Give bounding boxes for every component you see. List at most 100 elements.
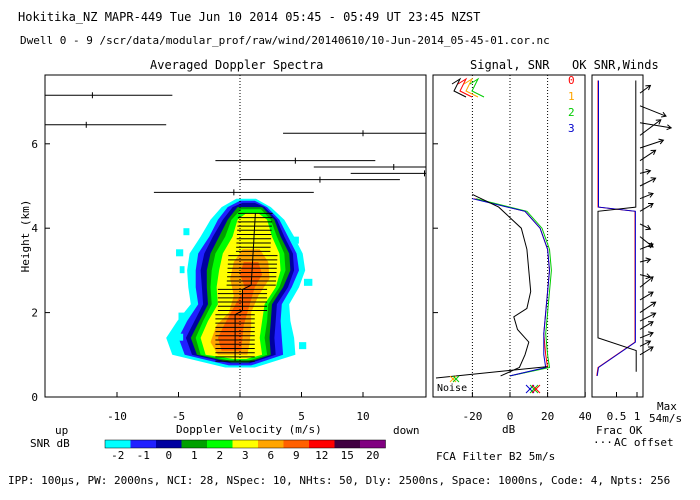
snr-gridlines bbox=[471, 75, 549, 397]
noise-x-marker bbox=[449, 375, 457, 383]
ac-offset-dots: ··· bbox=[593, 436, 613, 449]
frac-xtick-label: 0.5 bbox=[607, 410, 627, 423]
snr-frame bbox=[432, 74, 586, 398]
wind-vector-9 bbox=[639, 203, 654, 212]
snr-x-marker bbox=[531, 384, 541, 394]
wind-arrowhead-18 bbox=[650, 312, 657, 318]
wind-arrowhead-20 bbox=[648, 331, 654, 338]
wind-vectors bbox=[639, 84, 673, 356]
wind-arrowhead-5 bbox=[650, 149, 657, 156]
snr-speckle-4 bbox=[299, 342, 307, 350]
max-label: Max bbox=[657, 400, 677, 413]
snr-top-marker bbox=[457, 77, 473, 98]
spectral-width-bars bbox=[45, 92, 426, 196]
snr-legend-label-0: 0 bbox=[568, 74, 575, 87]
snr-xlabel: dB bbox=[502, 423, 516, 436]
colorbar-swatch-10 bbox=[360, 440, 386, 448]
snr-series-noise bbox=[472, 193, 532, 377]
wind-vector-3 bbox=[639, 119, 662, 136]
wind-arrowhead-2 bbox=[666, 124, 673, 131]
fca-filter-label: FCA Filter B2 5m/s bbox=[436, 450, 555, 463]
colorbar-tick-5: 3 bbox=[242, 449, 249, 462]
wind-vector-15 bbox=[639, 276, 654, 288]
colorbar-tick-2: 0 bbox=[165, 449, 172, 462]
wind-vector-8 bbox=[639, 192, 654, 200]
mean-velocity-trace bbox=[215, 212, 278, 362]
colorbar-swatch-1 bbox=[130, 440, 156, 448]
ytick-label: 0 bbox=[31, 391, 38, 404]
wind-arrowhead-21 bbox=[645, 340, 652, 346]
snr-speckle-5 bbox=[179, 266, 185, 274]
spectra-title: Averaged Doppler Spectra bbox=[150, 58, 323, 72]
wind-arrowhead-4 bbox=[658, 138, 665, 145]
spectra-axes: 0 2 4 6 -10 -5 0 5 10 bbox=[31, 138, 369, 423]
wind-arrowhead-13 bbox=[645, 257, 652, 264]
colorbar-swatch-0 bbox=[105, 440, 131, 448]
wind-vector-12 bbox=[639, 243, 654, 250]
snr-speckle-3 bbox=[303, 278, 313, 286]
snr-xtick-label: 40 bbox=[579, 410, 592, 423]
wind-vector-11 bbox=[639, 236, 654, 248]
wind-vector-10 bbox=[639, 223, 651, 230]
footer-params: IPP: 100µs, PW: 2000ns, NCI: 28, NSpec: … bbox=[8, 474, 670, 487]
wind-vector-7 bbox=[639, 177, 656, 187]
colorbar-tick-9: 15 bbox=[341, 449, 354, 462]
snr-axes: -20 0 20 40 bbox=[433, 143, 592, 423]
red-profile bbox=[596, 80, 636, 376]
wind-arrowhead-6 bbox=[645, 168, 652, 175]
snr-legend-label-1: 1 bbox=[568, 90, 575, 103]
colorbar-tick-0: -2 bbox=[111, 449, 124, 462]
xtick-label: -10 bbox=[107, 410, 127, 423]
wind-vector-14 bbox=[639, 274, 651, 278]
snr-colorbar-ticks: -2 -1 0 1 2 3 6 9 12 15 20 bbox=[111, 449, 379, 462]
snr-profiles bbox=[435, 193, 552, 379]
snr-xtick-label: 20 bbox=[541, 410, 554, 423]
wind-arrowhead-15 bbox=[647, 276, 654, 282]
ytick-label: 4 bbox=[31, 222, 38, 235]
snr-x-marker bbox=[529, 384, 539, 394]
wind-vector-6 bbox=[639, 170, 651, 174]
wind-arrowhead-16 bbox=[648, 291, 654, 297]
snr-top-marker bbox=[463, 77, 479, 98]
snr-series-2 bbox=[476, 198, 552, 377]
spectra-xlabel: Doppler Velocity (m/s) bbox=[176, 423, 322, 436]
colorbar-tick-6: 6 bbox=[267, 449, 274, 462]
wind-vector-22 bbox=[639, 346, 654, 356]
snr-speckle-6 bbox=[178, 312, 185, 320]
colorbar-swatch-3 bbox=[181, 440, 207, 448]
snr-legend: 0 1 2 3 bbox=[568, 74, 575, 135]
wind-arrowhead-3 bbox=[655, 119, 662, 125]
header-line2: Dwell 0 - 9 /scr/data/modular_prof/raw/w… bbox=[20, 34, 550, 47]
wind-vector-5 bbox=[639, 149, 656, 162]
colorbar-swatch-2 bbox=[156, 440, 182, 448]
wind-vector-21 bbox=[639, 340, 651, 347]
snr-speckle-0 bbox=[172, 333, 184, 341]
snr-series-0 bbox=[474, 198, 551, 377]
colorbar-swatch-4 bbox=[207, 440, 233, 448]
wind-arrowhead-12 bbox=[648, 242, 654, 249]
noise-baseline bbox=[435, 366, 548, 379]
colorbar-swatch-9 bbox=[334, 440, 360, 448]
snr-xtick-label: -20 bbox=[462, 410, 482, 423]
colorbar-swatch-7 bbox=[283, 440, 309, 448]
snr-series-3 bbox=[472, 198, 551, 377]
wind-vector-13 bbox=[639, 258, 651, 263]
xtick-label: 10 bbox=[356, 410, 369, 423]
frac-ok-label: Frac OK bbox=[596, 424, 643, 437]
winds-frame bbox=[591, 74, 644, 398]
frac-ok-line bbox=[597, 80, 637, 372]
wind-arrowhead-10 bbox=[645, 224, 652, 231]
wind-arrowhead-17 bbox=[650, 301, 657, 307]
wind-arrowhead-7 bbox=[650, 177, 657, 183]
colorbar-tick-10: 20 bbox=[366, 449, 379, 462]
colorbar-tick-1: -1 bbox=[137, 449, 150, 462]
snr-top-marker bbox=[469, 77, 485, 98]
colorbar-swatch-6 bbox=[258, 440, 284, 448]
wind-vector-1 bbox=[639, 105, 667, 117]
dir-label-up: up bbox=[55, 424, 68, 437]
doppler-spectra-heatmap bbox=[166, 198, 313, 368]
colorbar-swatch-5 bbox=[232, 440, 258, 448]
snr-legend-label-3: 3 bbox=[568, 122, 575, 135]
dir-label-down: down bbox=[393, 424, 420, 437]
blue-profile bbox=[596, 80, 636, 376]
